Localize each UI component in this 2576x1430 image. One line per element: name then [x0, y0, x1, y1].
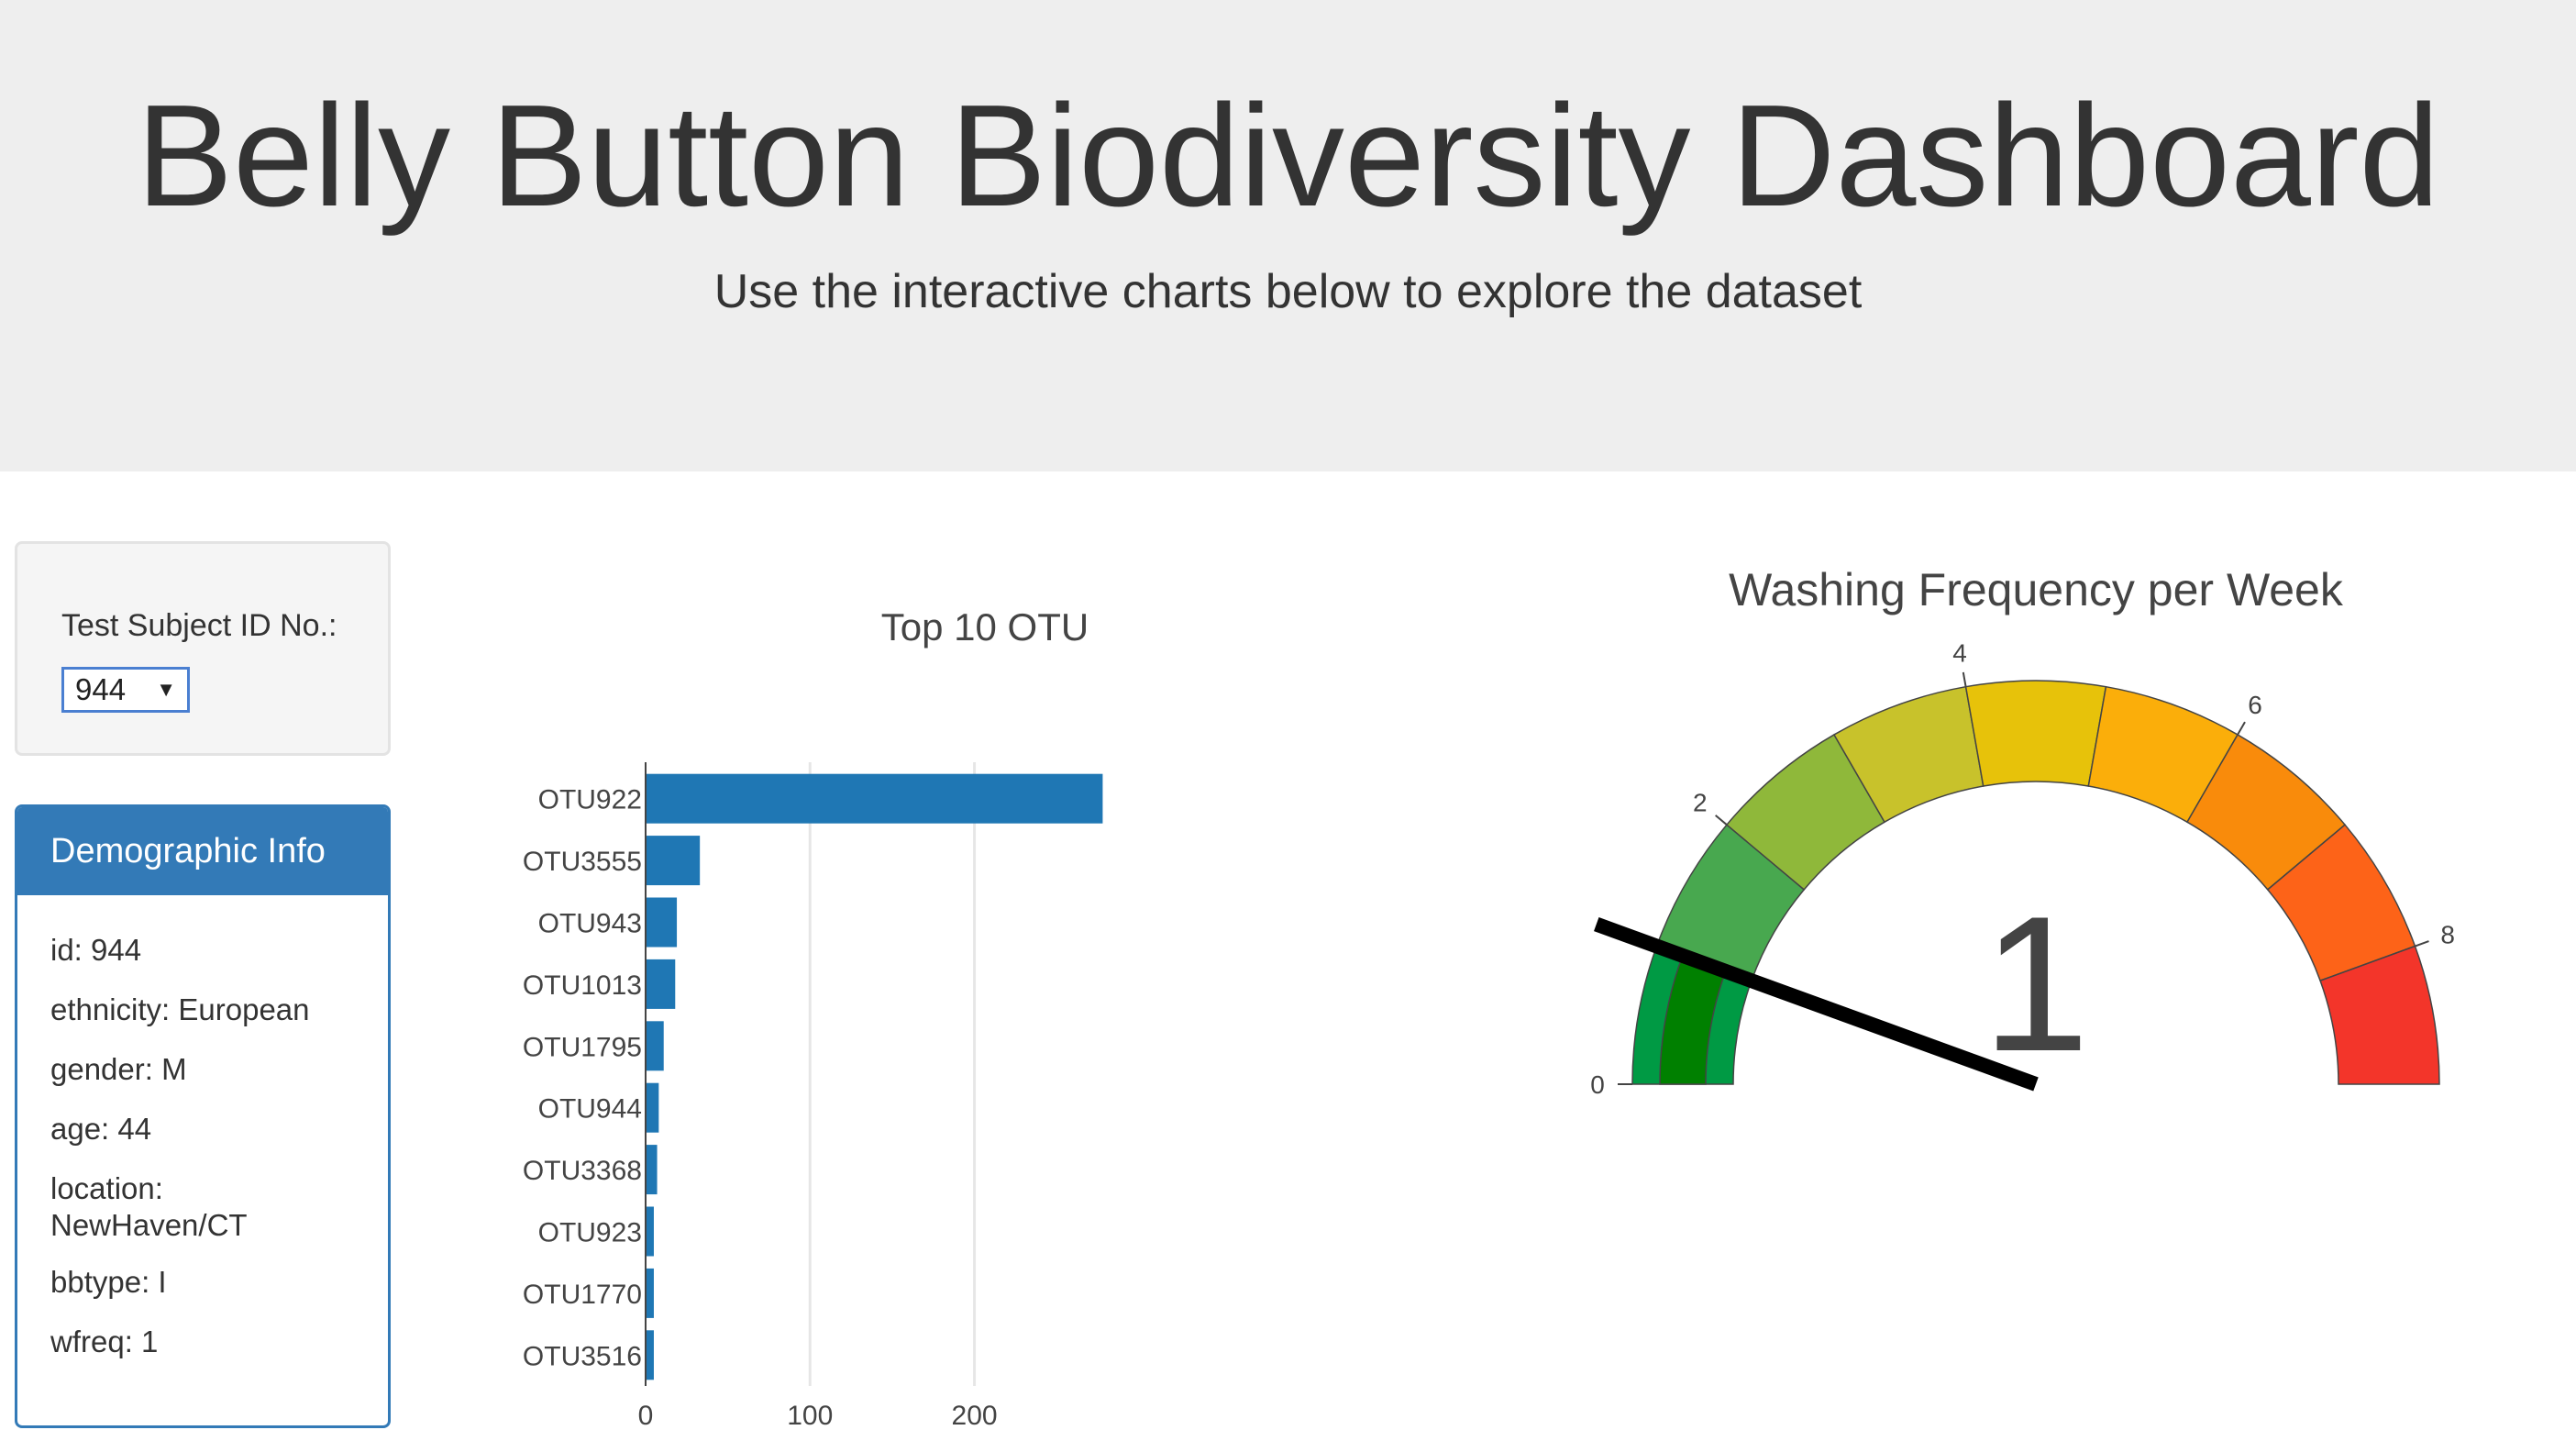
demo-row-ethnicity: ethnicity: European	[50, 992, 310, 1026]
demo-row-location: location: NewHaven/CT	[50, 1170, 289, 1244]
gauge-band-5	[1964, 680, 2107, 787]
gauge-value-label: 1	[1983, 876, 2090, 1092]
demographic-info-title: Demographic Info	[17, 807, 388, 895]
gauge-needle	[1594, 917, 2039, 1092]
y-tick-label-OTU1770: OTU1770	[523, 1280, 642, 1310]
gauge-band-9	[2319, 945, 2440, 1085]
subject-id-value: 944	[75, 672, 127, 706]
bar-OTU1770	[646, 1268, 654, 1318]
bar-OTU944	[646, 1082, 659, 1133]
x-tick-label-100: 100	[787, 1401, 833, 1430]
y-tick-label-OTU943: OTU943	[538, 909, 642, 939]
y-tick-label-OTU1013: OTU1013	[523, 970, 642, 1001]
gauge-tick-2	[1715, 815, 1728, 826]
page-subtitle: Use the interactive charts below to expl…	[713, 265, 1863, 318]
bar-OTU923	[646, 1206, 654, 1257]
gauge-tick-label-4: 4	[1952, 638, 1967, 667]
selector-label: Test Subject ID No.:	[61, 608, 337, 643]
demographic-info-panel: Demographic Info id: 944 ethnicity: Euro…	[15, 804, 391, 1428]
gauge-title: Washing Frequency per Week	[1729, 564, 2344, 615]
bar-chart-title: Top 10 OTU	[881, 605, 1089, 648]
demo-row-bbtype: bbtype: I	[50, 1265, 167, 1299]
demographic-info-body: id: 944 ethnicity: European gender: M ag…	[17, 895, 388, 1360]
bar-OTU3555	[646, 836, 701, 886]
x-tick-label-200: 200	[952, 1401, 998, 1430]
demo-row-wfreq: wfreq: 1	[50, 1325, 159, 1358]
x-tick-label-0: 0	[638, 1401, 654, 1430]
subject-id-select[interactable]: 944 ▼	[61, 667, 190, 713]
y-tick-label-OTU3555: OTU3555	[523, 847, 642, 877]
y-tick-label-OTU1795: OTU1795	[523, 1032, 642, 1062]
bar-chart[interactable]: Top 10 OTU 0 100 200 OTU922 OTU3555 OTU943 OTU1…	[459, 587, 1394, 1430]
y-tick-label-OTU944: OTU944	[538, 1094, 642, 1125]
demo-row-age: age: 44	[50, 1112, 152, 1146]
gauge-tick-8	[2415, 940, 2429, 948]
demo-row-id: id: 944	[50, 933, 142, 967]
dropdown-caret-icon: ▼	[156, 678, 176, 701]
jumbotron-header: Belly Button Biodiversity Dashboard Use …	[0, 0, 2576, 471]
bar-OTU1795	[646, 1021, 664, 1071]
y-tick-label-OTU3516: OTU3516	[523, 1341, 642, 1371]
bar-OTU1013	[646, 959, 676, 1009]
bar-OTU922	[646, 773, 1103, 824]
y-tick-label-OTU3368: OTU3368	[523, 1156, 642, 1186]
gauge-tick-label-2: 2	[1693, 789, 1708, 817]
gauge-tick-label-6: 6	[2248, 691, 2262, 719]
gauge-tick-label-8: 8	[2440, 921, 2455, 949]
demo-row-location-text: location: NewHaven/CT	[50, 1171, 248, 1242]
gauge-tick-label-0: 0	[1590, 1070, 1605, 1099]
subject-selector-well: Test Subject ID No.: 944 ▼	[15, 541, 391, 756]
y-tick-label-OTU923: OTU923	[538, 1218, 642, 1248]
demo-row-gender: gender: M	[50, 1052, 187, 1086]
bar-OTU943	[646, 897, 678, 948]
gauge-tick-6	[2237, 721, 2246, 736]
gauge-tick-4	[1962, 671, 1967, 687]
bar-OTU3516	[646, 1330, 654, 1380]
page-title: Belly Button Biodiversity Dashboard	[136, 75, 2440, 237]
bar-OTU3368	[646, 1145, 658, 1195]
gauge-chart[interactable]: Washing Frequency per Week 0 2 4 6 8 1	[1513, 541, 2576, 1147]
y-tick-label-OTU922: OTU922	[538, 785, 642, 815]
